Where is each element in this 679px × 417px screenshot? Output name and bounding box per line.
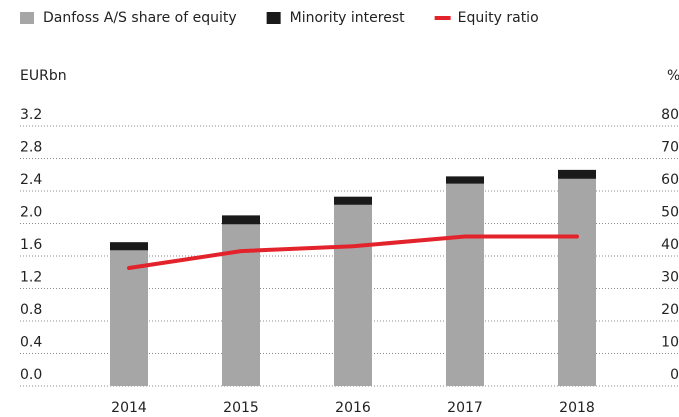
legend-label: Minority interest xyxy=(290,10,405,26)
x-tick-label: 2018 xyxy=(559,400,595,416)
y2-axis-label: % xyxy=(667,68,679,84)
y2-tick-label: 40 xyxy=(661,237,679,253)
y2-tick-label: 60 xyxy=(661,172,679,188)
y-tick-label: 2.8 xyxy=(20,140,42,156)
bar-segment xyxy=(110,242,148,251)
y-tick-label: 1.6 xyxy=(20,237,42,253)
y-tick-label: 0.8 xyxy=(20,302,42,318)
y-tick-label: 1.2 xyxy=(20,270,42,286)
y2-tick-label: 0 xyxy=(670,367,679,383)
bar-segment xyxy=(110,250,148,386)
legend-label: Danfoss A/S share of equity xyxy=(43,10,237,26)
x-tick-label: 2016 xyxy=(335,400,371,416)
y2-tick-label: 50 xyxy=(661,205,679,221)
bar-segment xyxy=(558,178,596,386)
y-tick-label: 3.2 xyxy=(20,107,42,123)
bar-segment xyxy=(334,196,372,205)
bar-segment xyxy=(446,176,484,184)
bar-segment xyxy=(558,169,596,179)
y2-tick-label: 70 xyxy=(661,140,679,156)
legend-swatch xyxy=(20,12,34,24)
bar-segment xyxy=(334,204,372,386)
legend-swatch xyxy=(266,12,281,24)
line-series xyxy=(127,234,579,271)
y2-tick-label: 80 xyxy=(661,107,679,123)
y-tick-label: 2.0 xyxy=(20,205,42,221)
legend-label: Equity ratio xyxy=(458,10,539,26)
y-axis-label: EURbn xyxy=(20,68,67,84)
bar-segment xyxy=(446,183,484,386)
y2-tick-label: 10 xyxy=(661,335,679,351)
y-tick-label: 0.4 xyxy=(20,335,42,351)
y2-tick-label: 20 xyxy=(661,302,679,318)
x-tick-label: 2015 xyxy=(223,400,259,416)
bar-segment xyxy=(222,215,260,225)
y-tick-label: 2.4 xyxy=(20,172,42,188)
x-tick-label: 2017 xyxy=(447,400,483,416)
y2-tick-label: 30 xyxy=(661,270,679,286)
x-tick-label: 2014 xyxy=(111,400,147,416)
y-tick-label: 0.0 xyxy=(20,367,42,383)
